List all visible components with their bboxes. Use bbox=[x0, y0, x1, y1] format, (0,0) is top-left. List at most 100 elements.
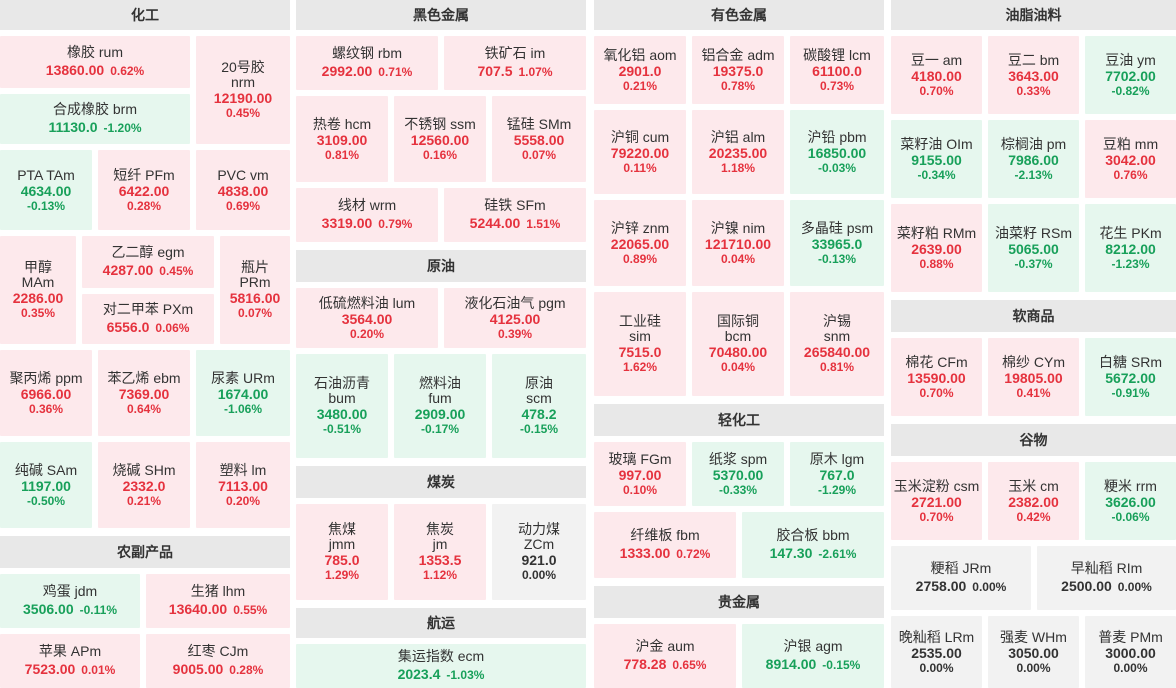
contract-tile-bbm[interactable]: 胶合板 bbm 147.30 -2.61% bbox=[742, 512, 884, 578]
contract-tile-lum[interactable]: 低硫燃料油 lum 3564.00 0.20% bbox=[296, 288, 438, 348]
contract-tile-hcm[interactable]: 热卷 hcm 3109.00 0.81% bbox=[296, 96, 388, 182]
contract-tile-ssm[interactable]: 不锈钢 ssm 12560.00 0.16% bbox=[394, 96, 486, 182]
contract-tile-APm[interactable]: 苹果 APm 7523.00 0.01% bbox=[0, 634, 140, 688]
contract-tile-snm[interactable]: 沪锡 snm 265840.00 0.81% bbox=[790, 292, 884, 396]
contract-name: 铁矿石 im bbox=[484, 44, 546, 61]
contract-price: 5672.00 bbox=[1105, 369, 1156, 386]
section-header-soft: 软商品 bbox=[891, 300, 1176, 332]
contract-tile-SFm[interactable]: 硅铁 SFm 5244.00 1.51% bbox=[444, 188, 586, 242]
contract-tile-cum[interactable]: 沪铜 cum 79220.00 0.11% bbox=[594, 110, 686, 194]
contract-tile-URm[interactable]: 尿素 URm 1674.00 -1.06% bbox=[196, 350, 290, 436]
contract-tile-cm[interactable]: 玉米 cm 2382.00 0.42% bbox=[988, 462, 1079, 540]
contract-tile-scm[interactable]: 原油 scm 478.2 -0.15% bbox=[492, 354, 586, 458]
contract-tile-lcm[interactable]: 碳酸锂 lcm 61100.0 0.73% bbox=[790, 36, 884, 104]
section-header-crude: 原油 bbox=[296, 250, 586, 282]
contract-change: 0.35% bbox=[20, 306, 56, 320]
contract-tile-WHm[interactable]: 强麦 WHm 3050.00 0.00% bbox=[988, 616, 1079, 688]
contract-name: 热卷 hcm bbox=[312, 115, 372, 132]
contract-tile-wrm[interactable]: 线材 wrm 3319.00 0.79% bbox=[296, 188, 438, 242]
contract-tile-alm[interactable]: 沪铝 alm 20235.00 1.18% bbox=[692, 110, 784, 194]
contract-tile-ebm[interactable]: 苯乙烯 ebm 7369.00 0.64% bbox=[98, 350, 190, 436]
contract-tile-ppm[interactable]: 聚丙烯 ppm 6966.00 0.36% bbox=[0, 350, 92, 436]
contract-change: 0.10% bbox=[622, 482, 658, 497]
contract-change: 0.21% bbox=[622, 78, 658, 93]
contract-price: 4838.00 bbox=[217, 182, 269, 199]
contract-tile-adm[interactable]: 铝合金 adm 19375.0 0.78% bbox=[692, 36, 784, 104]
contract-tile-ym[interactable]: 豆油 ym 7702.00 -0.82% bbox=[1085, 36, 1176, 114]
contract-tile-aom[interactable]: 氧化铝 aom 2901.0 0.21% bbox=[594, 36, 686, 104]
contract-tile-csm[interactable]: 玉米淀粉 csm 2721.00 0.70% bbox=[891, 462, 982, 540]
contract-tile-SMm[interactable]: 锰硅 SMm 5558.00 0.07% bbox=[492, 96, 586, 182]
contract-tile-jm[interactable]: 焦炭 jm 1353.5 1.12% bbox=[394, 504, 486, 600]
contract-tile-vm[interactable]: PVC vm 4838.00 0.69% bbox=[196, 150, 290, 230]
contract-tile-fbm[interactable]: 纤维板 fbm 1333.00 0.72% bbox=[594, 512, 736, 578]
contract-price: 9005.00 bbox=[172, 660, 224, 677]
contract-tile-JRm[interactable]: 粳稻 JRm 2758.00 0.00% bbox=[891, 546, 1031, 610]
contract-tile-jdm[interactable]: 鸡蛋 jdm 3506.00 -0.11% bbox=[0, 574, 140, 628]
contract-tile-bum[interactable]: 石油沥青 bum 3480.00 -0.51% bbox=[296, 354, 388, 458]
contract-tile-RMm[interactable]: 菜籽粕 RMm 2639.00 0.88% bbox=[891, 204, 982, 292]
contract-tile-bm[interactable]: 豆二 bm 3643.00 0.33% bbox=[988, 36, 1079, 114]
contract-price: 2535.00 bbox=[911, 644, 962, 661]
contract-tile-rum[interactable]: 橡胶 rum 13860.00 0.62% bbox=[0, 36, 190, 88]
contract-tile-OIm[interactable]: 菜籽油 OIm 9155.00 -0.34% bbox=[891, 120, 982, 198]
contract-tile-nrm[interactable]: 20号胶 nrm 12190.00 0.45% bbox=[196, 36, 290, 144]
contract-tile-bcm[interactable]: 国际铜 bcm 70480.00 0.04% bbox=[692, 292, 784, 396]
contract-tile-spm[interactable]: 纸浆 spm 5370.00 -0.33% bbox=[692, 442, 784, 506]
contract-tile-CYm[interactable]: 棉纱 CYm 19805.00 0.41% bbox=[988, 338, 1079, 416]
contract-tile-LRm[interactable]: 晚籼稻 LRm 2535.00 0.00% bbox=[891, 616, 982, 688]
contract-price: 7113.00 bbox=[218, 477, 268, 494]
contract-tile-brm[interactable]: 合成橡胶 brm 11130.0 -1.20% bbox=[0, 94, 190, 144]
contract-tile-nim[interactable]: 沪镍 nim 121710.00 0.04% bbox=[692, 200, 784, 286]
contract-name: 乙二醇 egm bbox=[111, 243, 185, 260]
contract-tile-fum[interactable]: 燃料油 fum 2909.00 -0.17% bbox=[394, 354, 486, 458]
contract-change: 1.62% bbox=[622, 360, 658, 374]
contract-name: 沪锌 znm bbox=[610, 219, 670, 236]
contract-tile-im[interactable]: 铁矿石 im 707.5 1.07% bbox=[444, 36, 586, 90]
contract-tile-sim[interactable]: 工业硅 sim 7515.0 1.62% bbox=[594, 292, 686, 396]
contract-tile-agm[interactable]: 沪银 agm 8914.00 -0.15% bbox=[742, 624, 884, 688]
contract-price: 6422.00 bbox=[118, 182, 170, 199]
contract-tile-rrm[interactable]: 粳米 rrm 3626.00 -0.06% bbox=[1085, 462, 1176, 540]
contract-price: 265840.00 bbox=[803, 344, 871, 360]
contract-tile-lhm[interactable]: 生猪 lhm 13640.00 0.55% bbox=[146, 574, 290, 628]
contract-tile-ZCm[interactable]: 动力煤 ZCm 921.0 0.00% bbox=[492, 504, 586, 600]
contract-name: 棉纱 CYm bbox=[1002, 353, 1065, 370]
contract-tile-znm[interactable]: 沪锌 znm 22065.00 0.89% bbox=[594, 200, 686, 286]
contract-tile-PXm[interactable]: 对二甲苯 PXm 6556.0 0.06% bbox=[82, 294, 214, 344]
contract-tile-lgm[interactable]: 原木 lgm 767.0 -1.29% bbox=[790, 442, 884, 506]
contract-tile-CFm[interactable]: 棉花 CFm 13590.00 0.70% bbox=[891, 338, 982, 416]
contract-code: fum bbox=[428, 390, 452, 406]
contract-price: 2909.00 bbox=[414, 406, 466, 422]
contract-change: -0.17% bbox=[420, 422, 460, 436]
contract-tile-ecm[interactable]: 集运指数 ecm 2023.4 -1.03% bbox=[296, 644, 586, 688]
contract-tile-pgm[interactable]: 液化石油气 pgm 4125.00 0.39% bbox=[444, 288, 586, 348]
contract-tile-lm[interactable]: 塑料 lm 7113.00 0.20% bbox=[196, 442, 290, 528]
contract-tile-pbm[interactable]: 沪铅 pbm 16850.00 -0.03% bbox=[790, 110, 884, 194]
contract-tile-MAm[interactable]: 甲醇 MAm 2286.00 0.35% bbox=[0, 236, 76, 344]
contract-tile-PFm[interactable]: 短纤 PFm 6422.00 0.28% bbox=[98, 150, 190, 230]
contract-change: -0.11% bbox=[79, 602, 117, 617]
contract-name: 沪镍 nim bbox=[710, 219, 766, 236]
contract-tile-SRm[interactable]: 白糖 SRm 5672.00 -0.91% bbox=[1085, 338, 1176, 416]
contract-tile-SHm[interactable]: 烧碱 SHm 2332.0 0.21% bbox=[98, 442, 190, 528]
contract-tile-RSm[interactable]: 油菜籽 RSm 5065.00 -0.37% bbox=[988, 204, 1079, 292]
contract-tile-SAm[interactable]: 纯碱 SAm 1197.00 -0.50% bbox=[0, 442, 92, 528]
contract-tile-am[interactable]: 豆一 am 4180.00 0.70% bbox=[891, 36, 982, 114]
contract-tile-PKm[interactable]: 花生 PKm 8212.00 -1.23% bbox=[1085, 204, 1176, 292]
contract-tile-CJm[interactable]: 红枣 CJm 9005.00 0.28% bbox=[146, 634, 290, 688]
contract-price: 70480.00 bbox=[708, 344, 768, 360]
contract-tile-psm[interactable]: 多晶硅 psm 33965.0 -0.13% bbox=[790, 200, 884, 286]
contract-tile-pm[interactable]: 棕榈油 pm 7986.00 -2.13% bbox=[988, 120, 1079, 198]
contract-tile-PRm[interactable]: 瓶片 PRm 5816.00 0.07% bbox=[220, 236, 290, 344]
contract-tile-mm[interactable]: 豆粕 mm 3042.00 0.76% bbox=[1085, 120, 1176, 198]
contract-tile-TAm[interactable]: PTA TAm 4634.00 -0.13% bbox=[0, 150, 92, 230]
contract-tile-jmm[interactable]: 焦煤 jmm 785.0 1.29% bbox=[296, 504, 388, 600]
contract-change: 0.81% bbox=[819, 360, 855, 374]
contract-tile-PMm[interactable]: 普麦 PMm 3000.00 0.00% bbox=[1085, 616, 1176, 688]
contract-tile-aum[interactable]: 沪金 aum 778.28 0.65% bbox=[594, 624, 736, 688]
contract-tile-RIm[interactable]: 早籼稻 RIm 2500.00 0.00% bbox=[1037, 546, 1176, 610]
contract-tile-egm[interactable]: 乙二醇 egm 4287.00 0.45% bbox=[82, 236, 214, 288]
contract-tile-rbm[interactable]: 螺纹钢 rbm 2992.00 0.71% bbox=[296, 36, 438, 90]
contract-tile-FGm[interactable]: 玻璃 FGm 997.00 0.10% bbox=[594, 442, 686, 506]
